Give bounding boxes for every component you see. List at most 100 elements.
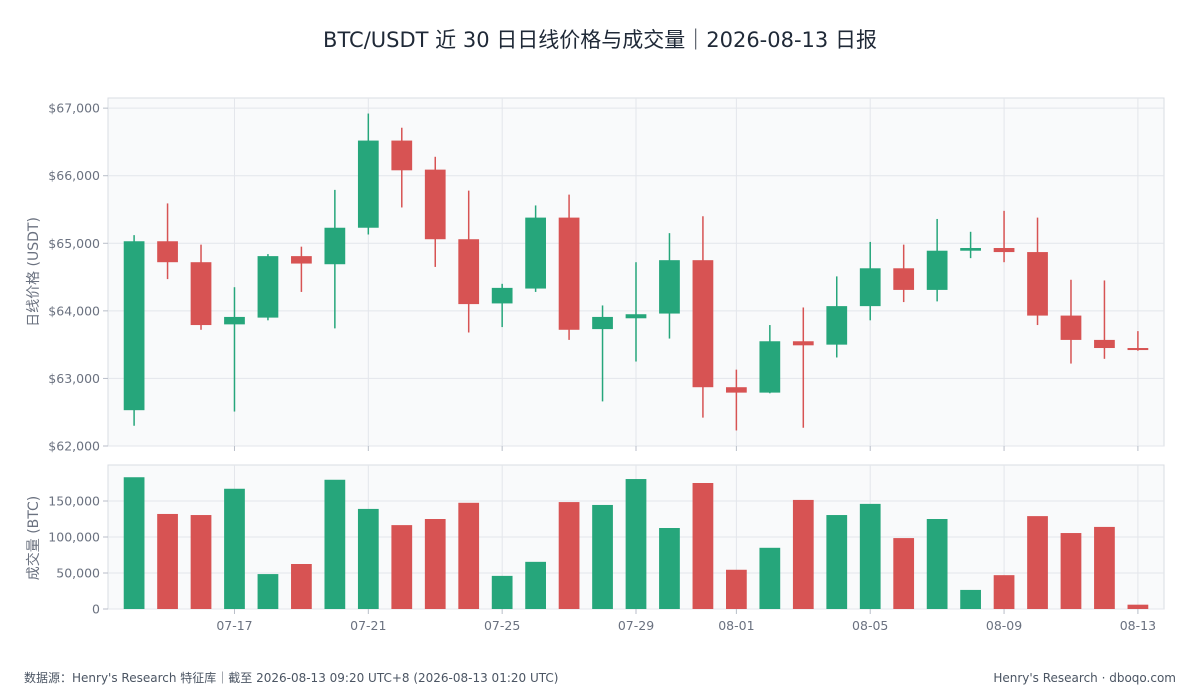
candle (190, 244, 212, 330)
candle-body (726, 387, 747, 393)
candle (357, 113, 379, 235)
price-ytick-label: $67,000 (48, 101, 100, 116)
candle-body (190, 262, 212, 326)
volume-bar (592, 504, 613, 609)
volume-bar (291, 564, 312, 609)
volume-bar (257, 574, 279, 609)
candle-body (1060, 315, 1082, 340)
candle-body (659, 260, 680, 314)
price-candles (123, 113, 1149, 431)
volume-bar (1060, 533, 1082, 609)
volume-bars (123, 477, 1149, 609)
volume-bar (357, 508, 379, 609)
volume-bar (491, 575, 513, 609)
volume-ytick-label: 150,000 (48, 494, 100, 509)
candle (726, 369, 747, 431)
volume-bar (893, 538, 915, 609)
xtick-label: 07-29 (618, 618, 654, 633)
candle-body (893, 268, 915, 290)
volume-bar (391, 525, 413, 609)
candle-body (525, 217, 546, 289)
candle-body (692, 260, 714, 388)
candle-body (424, 169, 446, 240)
candle-body (257, 256, 279, 318)
volume-ytick-label: 100,000 (48, 530, 100, 545)
price-ytick-label: $65,000 (48, 236, 100, 251)
candle-body (826, 306, 848, 345)
volume-bar (190, 515, 212, 609)
candle-body (926, 250, 948, 290)
volume-bar (792, 499, 814, 609)
volume-bar (659, 528, 680, 609)
candle-body (592, 316, 613, 330)
volume-bar (1127, 604, 1149, 609)
candle-body (1027, 252, 1048, 316)
volume-x-axis: 07-17 07-21 07-25 07-29 08-01 08-05 08-09 08-13 (216, 609, 1156, 633)
xtick-label: 08-09 (986, 618, 1022, 633)
candle-body (1127, 348, 1149, 351)
candle (826, 276, 848, 358)
candle (458, 190, 480, 333)
candle-body (224, 316, 245, 325)
candle (1060, 279, 1082, 364)
volume-bar (625, 479, 647, 609)
candle-body (157, 241, 178, 263)
candle (291, 246, 312, 292)
volume-bar (692, 483, 714, 609)
candle (224, 287, 245, 412)
candle-body (391, 140, 413, 171)
candle-body (558, 217, 580, 330)
volume-bar (759, 547, 781, 609)
price-axis-title: 日线价格 (USDT) (26, 217, 42, 327)
candle (759, 325, 781, 394)
price-ytick-label: $66,000 (48, 168, 100, 183)
candle (893, 244, 915, 303)
volume-bar (558, 502, 580, 609)
candle-body (859, 268, 881, 307)
candle (1094, 280, 1115, 359)
price-ytick-label: $63,000 (48, 371, 100, 386)
candle (960, 231, 981, 259)
candle (491, 283, 513, 328)
volume-bar (324, 479, 346, 609)
xtick-label: 08-05 (852, 618, 888, 633)
candle (625, 262, 647, 362)
candle-body (291, 256, 312, 264)
chart-title: BTC/USDT 近 30 日日线价格与成交量｜2026-08-13 日报 (323, 28, 877, 52)
candle (859, 241, 881, 321)
footer-brand: Henry's Research · dboqo.com (993, 671, 1176, 685)
volume-bar (826, 515, 848, 609)
xtick-label: 07-21 (350, 618, 386, 633)
volume-bar (993, 575, 1015, 609)
xtick-label: 07-25 (484, 618, 520, 633)
candle (157, 203, 178, 280)
footer-source: 数据源：Henry's Research 特征库｜截至 2026-08-13 0… (24, 670, 558, 685)
volume-bar (525, 561, 546, 609)
candle (525, 205, 546, 292)
price-y-axis: $62,000 $63,000 $64,000 $65,000 $66,000 $67,0… (48, 101, 108, 454)
candle (692, 216, 714, 418)
candle (324, 189, 346, 329)
candle (926, 218, 948, 302)
volume-bar (157, 513, 178, 609)
xtick-label: 08-01 (718, 618, 754, 633)
volume-bar (926, 519, 948, 609)
volume-bar (960, 589, 981, 609)
candle (1027, 217, 1048, 326)
candle (659, 233, 680, 339)
candle (592, 305, 613, 402)
candle (792, 307, 814, 428)
candle (1127, 331, 1149, 351)
candle (558, 194, 580, 340)
candle-body (324, 227, 346, 265)
xtick-label: 07-17 (216, 618, 252, 633)
volume-bar (1027, 516, 1048, 609)
candle-body (491, 287, 513, 304)
candle-body (357, 140, 379, 228)
candle (391, 127, 413, 208)
volume-bar (424, 519, 446, 609)
candle-body (1094, 339, 1115, 349)
volume-bar (859, 503, 881, 609)
